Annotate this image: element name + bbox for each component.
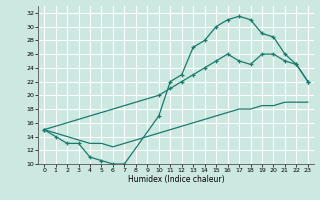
X-axis label: Humidex (Indice chaleur): Humidex (Indice chaleur) [128,175,224,184]
